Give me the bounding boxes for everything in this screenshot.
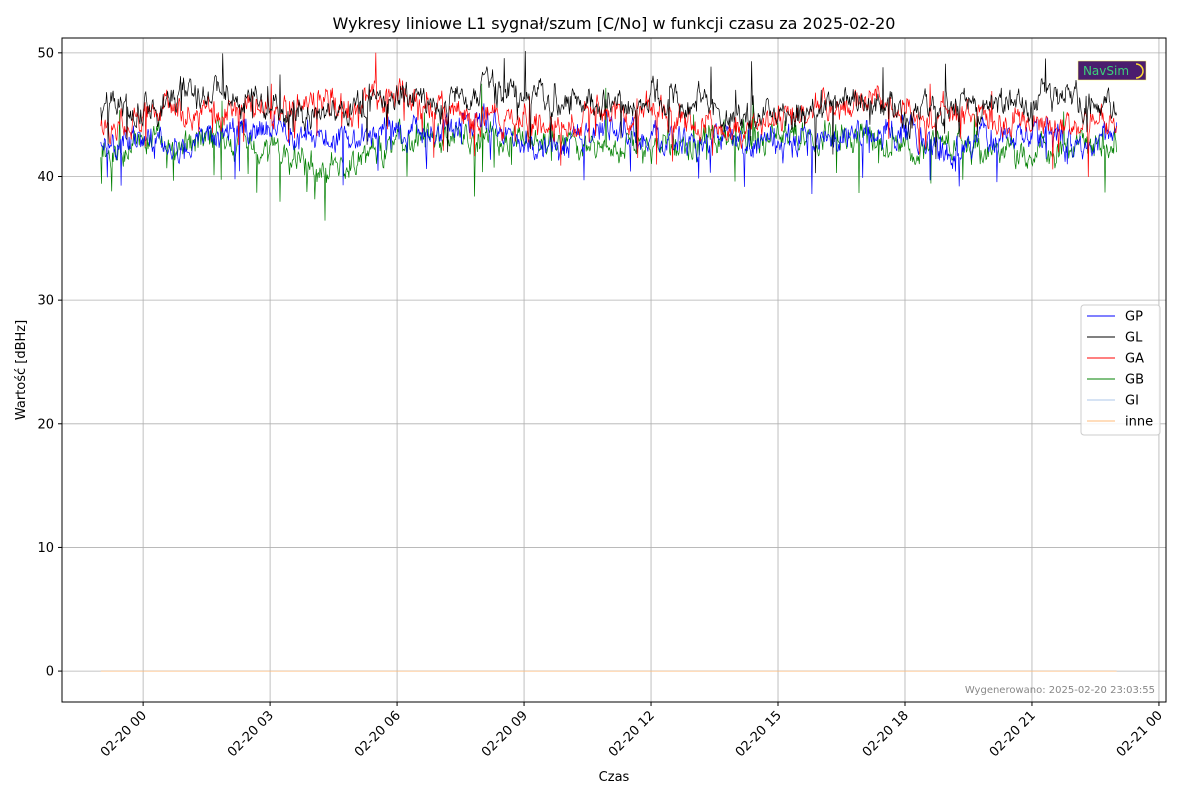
legend-label-gi: GI bbox=[1125, 394, 1139, 409]
y-tick-label: 20 bbox=[37, 417, 54, 432]
legend-label-inne: inne bbox=[1125, 415, 1153, 430]
legend-label-gl: GL bbox=[1125, 331, 1143, 346]
logo: NavSim bbox=[1077, 60, 1147, 81]
y-tick-label: 30 bbox=[37, 294, 54, 309]
series-line-gp bbox=[100, 103, 1117, 195]
y-tick-label: 40 bbox=[37, 170, 54, 185]
legend: GP GL GA GB GI inne bbox=[1080, 304, 1161, 436]
series-line-ga bbox=[100, 52, 1117, 178]
y-axis-ticks: 0 10 20 30 40 50 bbox=[37, 46, 62, 680]
legend-label-gp: GP bbox=[1125, 310, 1143, 325]
y-tick-label: 50 bbox=[37, 46, 54, 61]
y-axis-label: Wartość [dBHz] bbox=[14, 320, 29, 420]
chart-title: Wykresy liniowe L1 sygnał/szum [C/No] w … bbox=[333, 14, 896, 33]
y-tick-label: 10 bbox=[37, 541, 54, 556]
legend-label-gb: GB bbox=[1125, 373, 1144, 388]
x-axis-label: Czas bbox=[599, 770, 630, 785]
y-tick-label: 0 bbox=[46, 665, 54, 680]
series-line-gl bbox=[100, 50, 1117, 174]
series-line-gb bbox=[100, 83, 1117, 221]
logo-text: NavSim bbox=[1083, 64, 1129, 78]
legend-label-ga: GA bbox=[1125, 352, 1144, 367]
generated-timestamp: Wygenerowano: 2025-02-20 23:03:55 bbox=[965, 685, 1155, 696]
plot-frame bbox=[61, 37, 1167, 703]
series-lines bbox=[100, 50, 1117, 672]
